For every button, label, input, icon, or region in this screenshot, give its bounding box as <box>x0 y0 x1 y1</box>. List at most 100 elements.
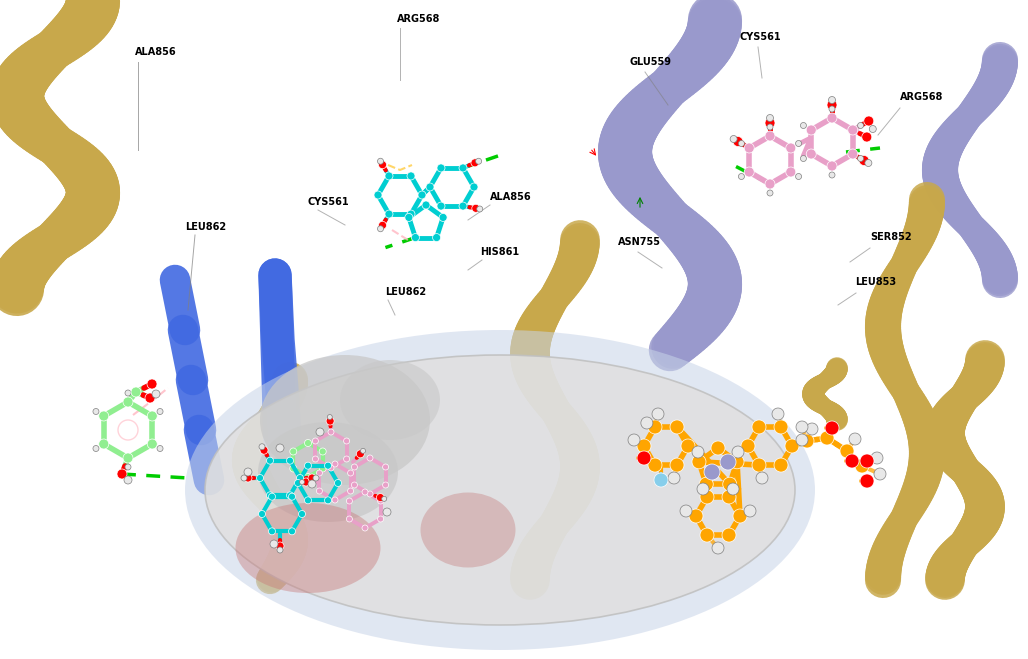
Circle shape <box>125 390 131 396</box>
Circle shape <box>382 464 389 470</box>
Text: LEU862: LEU862 <box>386 287 427 297</box>
Circle shape <box>124 476 132 484</box>
Circle shape <box>765 179 775 189</box>
Circle shape <box>259 444 265 449</box>
Circle shape <box>266 492 273 499</box>
Circle shape <box>628 434 640 446</box>
Circle shape <box>123 397 133 407</box>
Circle shape <box>733 509 747 523</box>
Circle shape <box>865 159 872 167</box>
Circle shape <box>654 473 668 487</box>
Circle shape <box>806 423 818 435</box>
Circle shape <box>855 459 869 473</box>
Circle shape <box>437 164 445 172</box>
Circle shape <box>722 490 736 504</box>
Circle shape <box>268 528 276 535</box>
Circle shape <box>328 465 334 471</box>
Circle shape <box>477 206 483 212</box>
Circle shape <box>296 474 303 482</box>
Circle shape <box>861 132 872 142</box>
Circle shape <box>722 528 736 542</box>
Circle shape <box>386 210 393 218</box>
Text: ARG568: ARG568 <box>397 14 440 24</box>
Circle shape <box>470 183 478 191</box>
Circle shape <box>640 417 653 429</box>
Circle shape <box>439 214 447 221</box>
Circle shape <box>741 439 755 453</box>
Circle shape <box>712 542 724 554</box>
Circle shape <box>700 490 714 504</box>
Circle shape <box>849 433 861 445</box>
Circle shape <box>304 474 311 480</box>
Circle shape <box>383 508 391 516</box>
Circle shape <box>692 455 706 469</box>
Circle shape <box>785 167 796 177</box>
Circle shape <box>294 480 301 486</box>
Circle shape <box>299 480 304 484</box>
Circle shape <box>670 458 684 472</box>
Circle shape <box>426 183 434 191</box>
Circle shape <box>680 505 692 517</box>
Circle shape <box>738 140 744 146</box>
Circle shape <box>801 123 806 129</box>
Circle shape <box>829 172 835 178</box>
Text: CYS561: CYS561 <box>740 32 781 42</box>
Circle shape <box>785 143 796 153</box>
Circle shape <box>289 493 295 500</box>
Circle shape <box>744 505 756 517</box>
Circle shape <box>874 468 886 480</box>
Circle shape <box>317 488 323 494</box>
Circle shape <box>670 420 684 434</box>
Circle shape <box>806 125 816 135</box>
Circle shape <box>260 446 268 454</box>
Circle shape <box>304 440 311 447</box>
Circle shape <box>857 123 864 129</box>
Circle shape <box>730 455 744 469</box>
Circle shape <box>270 540 278 548</box>
Circle shape <box>367 455 373 461</box>
Circle shape <box>325 497 331 504</box>
Ellipse shape <box>185 330 815 650</box>
Circle shape <box>123 453 133 463</box>
Circle shape <box>801 156 806 161</box>
Text: HIS861: HIS861 <box>480 247 519 257</box>
Ellipse shape <box>260 355 430 485</box>
Circle shape <box>848 125 857 135</box>
Circle shape <box>361 448 366 453</box>
Circle shape <box>796 421 808 433</box>
Circle shape <box>145 393 155 403</box>
Circle shape <box>302 478 310 486</box>
Text: ALA856: ALA856 <box>135 47 177 57</box>
Circle shape <box>266 457 273 464</box>
Circle shape <box>732 446 744 458</box>
Circle shape <box>313 475 319 481</box>
Circle shape <box>752 420 766 434</box>
Circle shape <box>772 408 784 420</box>
Circle shape <box>681 439 695 453</box>
Circle shape <box>268 493 276 500</box>
Circle shape <box>825 421 839 435</box>
Circle shape <box>320 448 326 455</box>
Ellipse shape <box>258 422 398 522</box>
Circle shape <box>871 452 883 464</box>
Circle shape <box>744 143 755 153</box>
Circle shape <box>471 159 479 167</box>
Circle shape <box>93 409 99 415</box>
Circle shape <box>689 509 703 523</box>
Circle shape <box>147 379 157 389</box>
Circle shape <box>796 173 802 179</box>
Circle shape <box>147 439 157 449</box>
Circle shape <box>829 96 836 103</box>
Circle shape <box>637 439 651 453</box>
Circle shape <box>458 164 467 172</box>
Circle shape <box>806 149 816 159</box>
Circle shape <box>692 446 704 458</box>
Text: ARG568: ARG568 <box>900 92 944 102</box>
Circle shape <box>827 100 837 110</box>
Circle shape <box>767 190 773 196</box>
Circle shape <box>289 528 295 535</box>
Circle shape <box>738 173 744 179</box>
Circle shape <box>320 465 326 472</box>
Circle shape <box>864 116 874 126</box>
Text: LEU862: LEU862 <box>185 222 226 232</box>
